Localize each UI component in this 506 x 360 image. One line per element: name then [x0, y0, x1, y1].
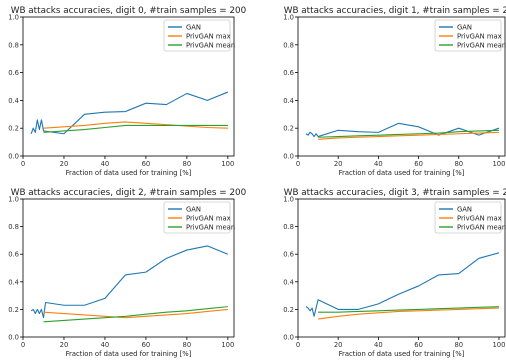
- series-line-privgan-mean: [318, 306, 499, 313]
- x-tick-label: 80: [454, 160, 463, 168]
- series-line-gan: [30, 91, 229, 135]
- x-tick-label: 60: [414, 160, 423, 168]
- axes-frame: [297, 198, 506, 338]
- legend-label: PrivGAN mean: [457, 223, 506, 231]
- series-line-privgan-mean: [43, 306, 228, 323]
- x-tick-label: 40: [101, 160, 110, 168]
- x-axis-label: Fraction of data used for training [%]: [339, 169, 465, 177]
- x-tick-label: 40: [101, 341, 110, 349]
- series-line-gan: [305, 122, 500, 138]
- x-tick-label: 20: [60, 160, 69, 168]
- x-tick-label: 0: [21, 160, 25, 168]
- legend-box: [163, 201, 231, 234]
- y-tick-label: 1.0: [283, 196, 294, 204]
- series-line-privgan-max: [318, 131, 499, 140]
- axes-frame: [22, 198, 235, 338]
- x-tick-label: 40: [374, 160, 383, 168]
- y-tick-label: 0.6: [8, 69, 19, 77]
- subplot-title: WB attacks accuracies, digit 3, #train s…: [284, 188, 506, 198]
- y-tick-label: 0.4: [283, 278, 294, 286]
- subplot-2: WB attacks accuracies, digit 2, #train s…: [8, 188, 246, 358]
- legend-label: PrivGAN mean: [457, 41, 506, 49]
- axes-frame: [22, 16, 235, 157]
- y-tick-label: 0.0: [283, 334, 294, 342]
- x-tick-label: 20: [60, 341, 69, 349]
- y-tick-label: 0.6: [283, 251, 294, 259]
- series-line-privgan-max: [43, 308, 228, 319]
- series-line-privgan-mean: [43, 124, 228, 133]
- series-line-privgan-mean: [318, 129, 499, 138]
- legend-label: PrivGAN max: [457, 214, 502, 222]
- legend-label: GAN: [186, 23, 201, 31]
- y-tick-label: 1.0: [8, 14, 19, 22]
- subplot-title: WB attacks accuracies, digit 0, #train s…: [11, 6, 247, 16]
- x-tick-label: 80: [183, 160, 192, 168]
- x-tick-label: 0: [296, 341, 300, 349]
- y-tick-label: 0.2: [8, 125, 19, 133]
- axes-frame: [297, 16, 506, 157]
- series-line-gan: [30, 245, 229, 319]
- legend-label: GAN: [457, 23, 472, 31]
- legend-box: [434, 19, 502, 52]
- x-tick-label: 80: [454, 341, 463, 349]
- y-tick-label: 1.0: [8, 196, 19, 204]
- y-tick-label: 1.0: [283, 14, 294, 22]
- legend-label: PrivGAN mean: [186, 41, 235, 49]
- x-tick-label: 20: [334, 160, 343, 168]
- x-tick-label: 60: [414, 341, 423, 349]
- x-tick-label: 40: [374, 341, 383, 349]
- y-tick-label: 0.8: [283, 41, 294, 49]
- x-axis-label: Fraction of data used for training [%]: [339, 350, 465, 358]
- subplot-3: WB attacks accuracies, digit 3, #train s…: [283, 188, 506, 358]
- y-tick-label: 0.0: [283, 153, 294, 161]
- legend-label: PrivGAN max: [186, 214, 231, 222]
- legend-box: [163, 19, 231, 52]
- legend-box: [434, 201, 502, 234]
- x-tick-label: 60: [142, 341, 151, 349]
- y-tick-label: 0.8: [8, 41, 19, 49]
- x-tick-label: 100: [221, 341, 234, 349]
- x-tick-label: 100: [221, 160, 234, 168]
- series-line-gan: [305, 252, 500, 317]
- subplot-title: WB attacks accuracies, digit 2, #train s…: [11, 188, 247, 198]
- y-tick-label: 0.6: [8, 251, 19, 259]
- x-tick-label: 0: [296, 160, 300, 168]
- subplot-1: WB attacks accuracies, digit 1, #train s…: [283, 6, 506, 177]
- y-tick-label: 0.2: [8, 306, 19, 314]
- y-tick-label: 0.0: [8, 153, 19, 161]
- x-tick-label: 60: [142, 160, 151, 168]
- y-tick-label: 0.4: [283, 97, 294, 105]
- legend-label: PrivGAN max: [457, 32, 502, 40]
- y-tick-label: 0.2: [283, 306, 294, 314]
- x-axis-label: Fraction of data used for training [%]: [66, 169, 192, 177]
- x-tick-label: 0: [21, 341, 25, 349]
- y-tick-label: 0.0: [8, 334, 19, 342]
- y-tick-label: 0.6: [283, 69, 294, 77]
- legend-label: PrivGAN max: [186, 32, 231, 40]
- x-tick-label: 100: [492, 341, 505, 349]
- subplot-0: WB attacks accuracies, digit 0, #train s…: [8, 6, 246, 177]
- y-tick-label: 0.8: [283, 223, 294, 231]
- x-tick-label: 20: [334, 341, 343, 349]
- legend-label: PrivGAN mean: [186, 223, 235, 231]
- x-axis-label: Fraction of data used for training [%]: [66, 350, 192, 358]
- y-tick-label: 0.4: [8, 97, 19, 105]
- series-line-privgan-max: [43, 121, 228, 129]
- legend-label: GAN: [457, 205, 472, 213]
- x-tick-label: 100: [492, 160, 505, 168]
- y-tick-label: 0.8: [8, 223, 19, 231]
- subplot-title: WB attacks accuracies, digit 1, #train s…: [284, 6, 506, 16]
- y-tick-label: 0.4: [8, 278, 19, 286]
- y-tick-label: 0.2: [283, 125, 294, 133]
- x-tick-label: 80: [183, 341, 192, 349]
- legend-label: GAN: [186, 205, 201, 213]
- series-line-privgan-max: [318, 307, 499, 320]
